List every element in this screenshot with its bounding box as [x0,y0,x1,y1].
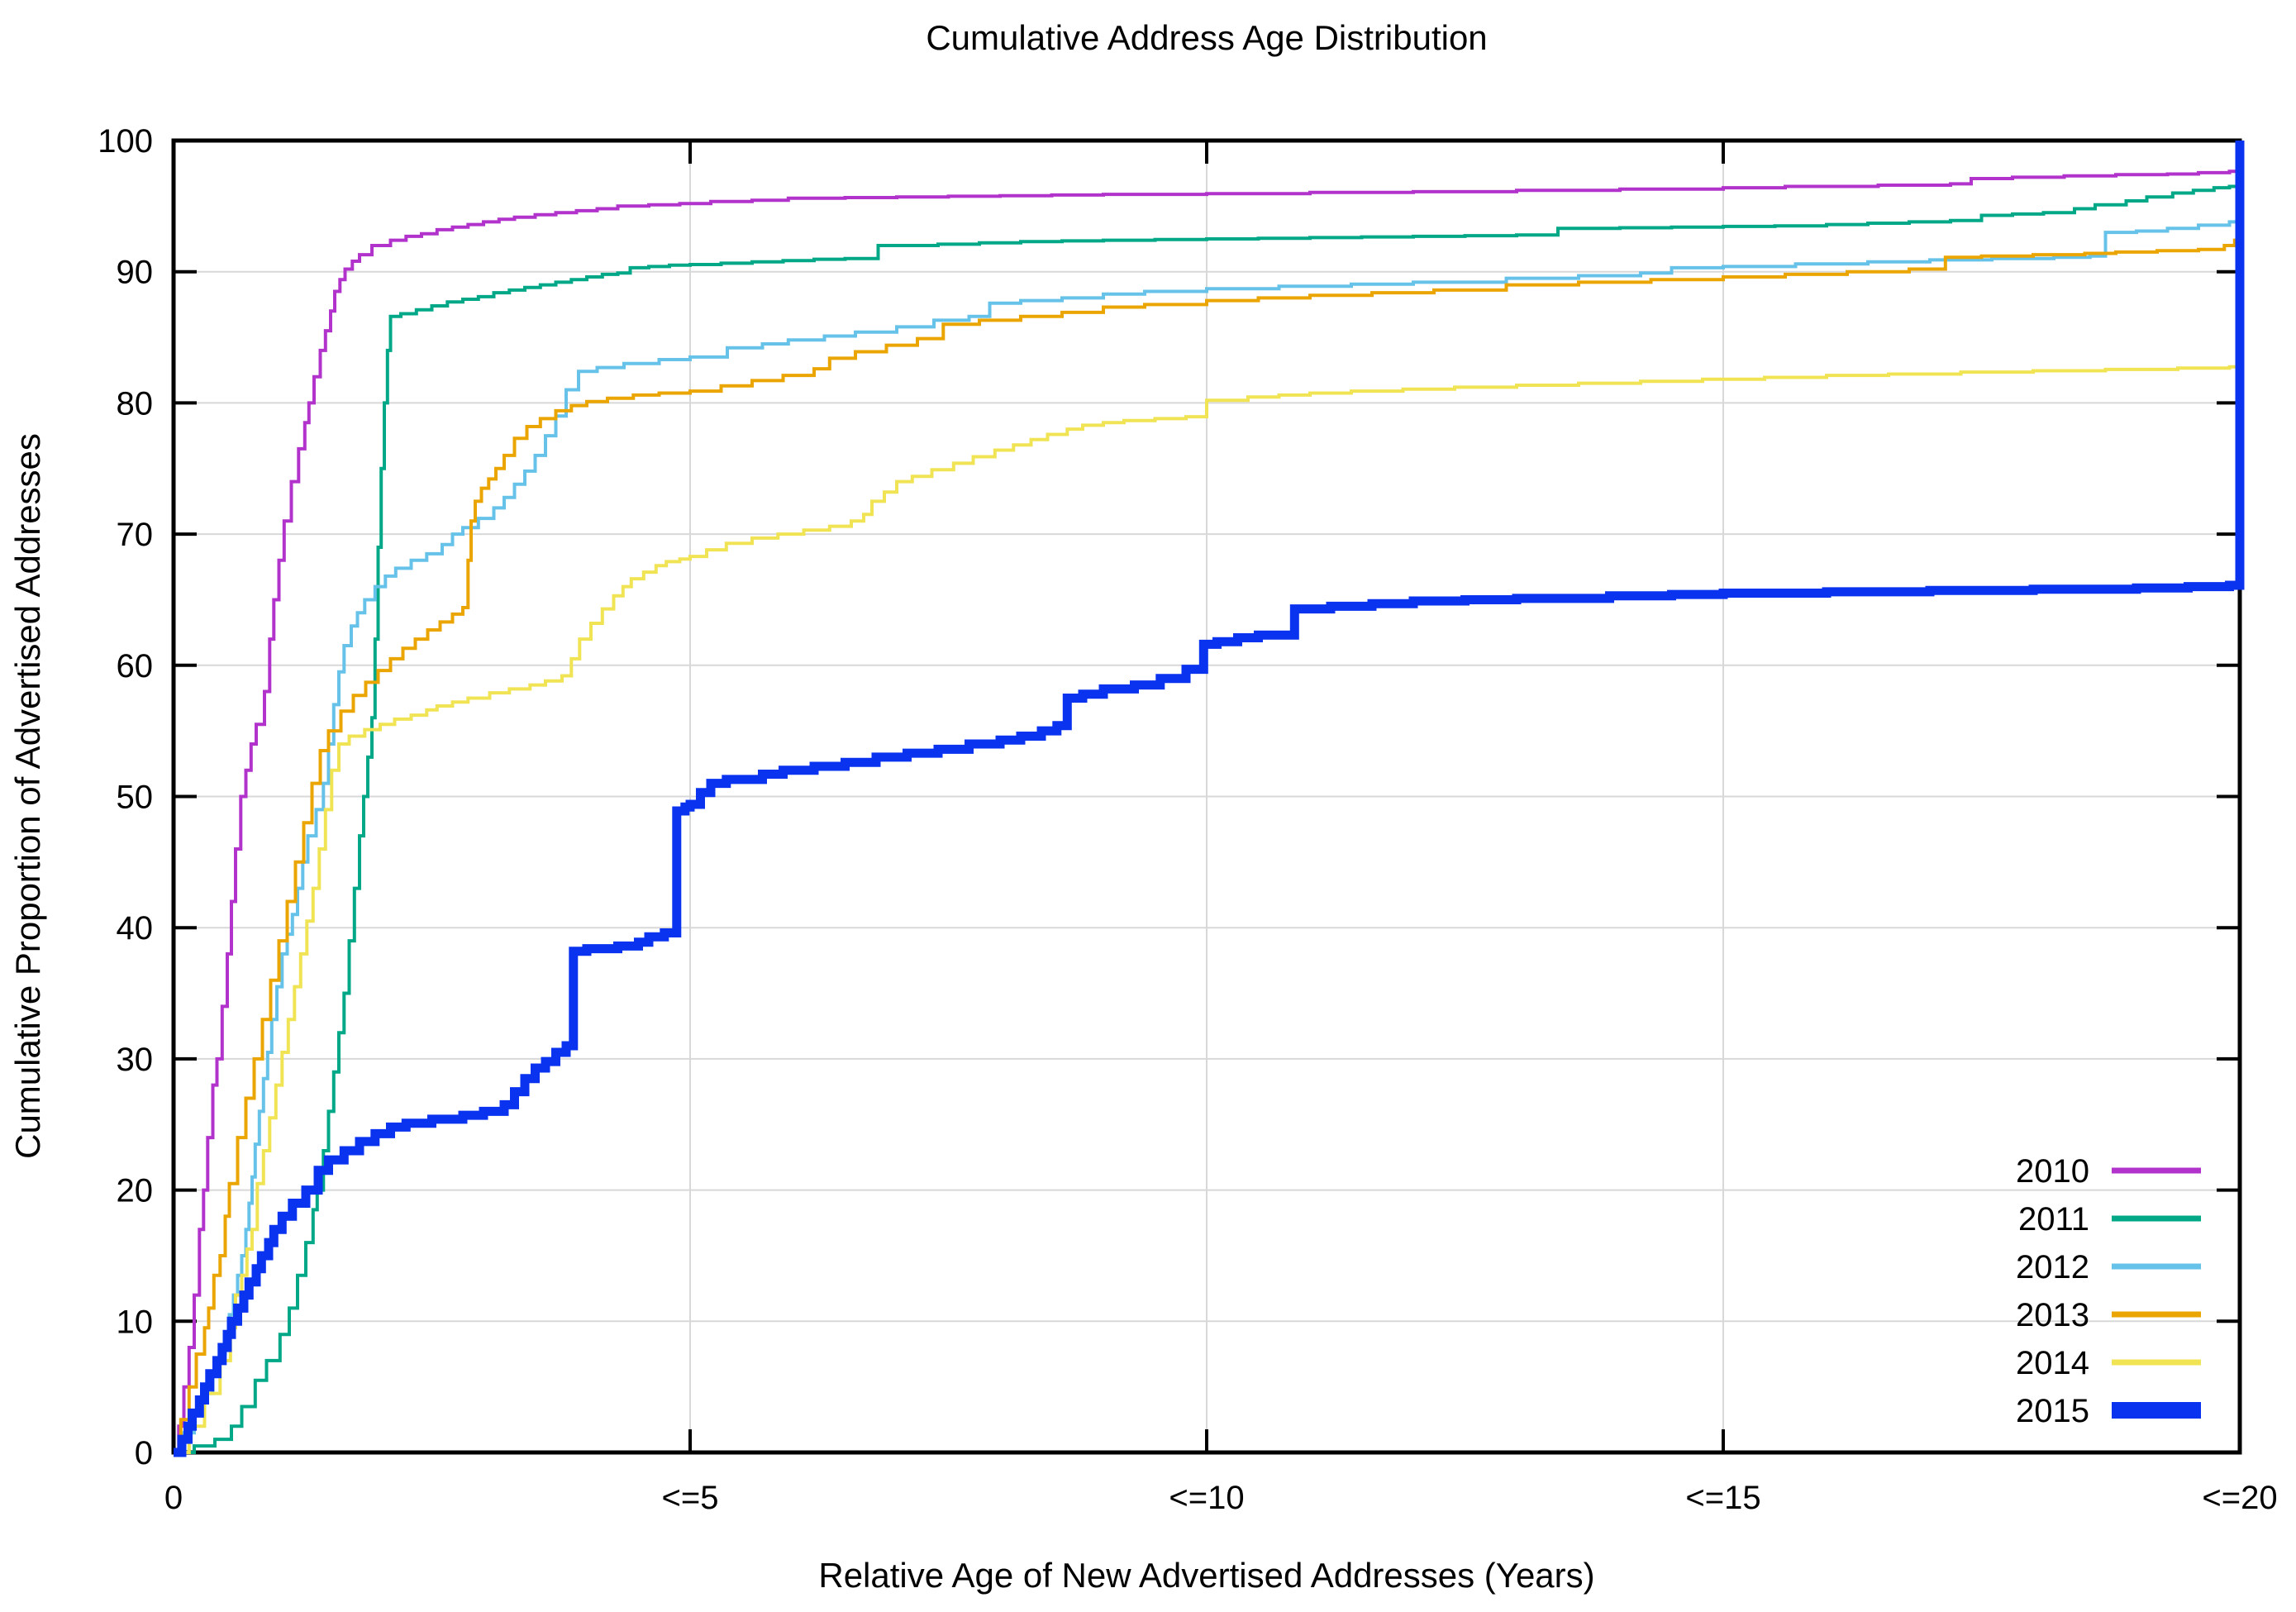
legend-label-2014: 2014 [2016,1345,2089,1381]
y-tick-label: 80 [117,385,154,422]
legend-label-2015: 2015 [2016,1393,2089,1429]
y-tick-label: 50 [117,780,154,816]
legend-item-2012: 2012 [2016,1249,2201,1285]
y-axis-label: Cumulative Proportion of Advertised Addr… [8,433,47,1159]
x-axis-label: Relative Age of New Advertised Addresses… [818,1556,1594,1595]
series-line-2011 [174,141,2241,1454]
y-tick-label: 60 [117,648,154,684]
legend-item-2013: 2013 [2016,1297,2201,1333]
x-tick-label: <=15 [1685,1480,1760,1516]
series-line-2014 [174,141,2241,1454]
series-lines [174,141,2245,1457]
y-tick-label: 0 [135,1435,153,1471]
y-tick-label: 100 [98,123,153,160]
y-tick-label: 70 [117,517,154,553]
tick-labels: 0 <=5 <=10 <=15 <=20 0 10 20 30 40 50 60 70 80 90 100 [98,123,2277,1516]
chart-title: Cumulative Address Age Distribution [926,18,1487,57]
y-tick-label: 40 [117,910,154,947]
legend-label-2013: 2013 [2016,1297,2089,1333]
series-line-2012 [174,141,2241,1454]
x-tick-label: <=10 [1169,1480,1244,1516]
legend-label-2011: 2011 [2018,1201,2089,1238]
series-line-2010 [174,141,2241,1454]
y-tick-label: 30 [117,1042,154,1078]
legend-item-2010: 2010 [2016,1153,2201,1190]
series-line-2013 [174,141,2241,1454]
legend-item-2011: 2011 [2018,1201,2201,1238]
grid-lines [174,141,2240,1452]
legend-label-2012: 2012 [2016,1249,2089,1285]
y-tick-label: 20 [117,1173,154,1209]
plot-border [171,138,2242,1455]
x-tick-label: 0 [164,1480,183,1516]
legend-item-2015: 2015 [2016,1393,2201,1429]
y-tick-label: 10 [117,1304,154,1340]
legend-item-2014: 2014 [2016,1345,2201,1381]
x-tick-label: <=20 [2202,1480,2277,1516]
x-tick-label: <=5 [662,1480,719,1516]
legend-label-2010: 2010 [2016,1153,2089,1190]
y-tick-label: 90 [117,255,154,291]
legend: 2010 2011 2012 2013 2014 2015 [2016,1153,2201,1429]
series-line-2015 [174,141,2245,1457]
